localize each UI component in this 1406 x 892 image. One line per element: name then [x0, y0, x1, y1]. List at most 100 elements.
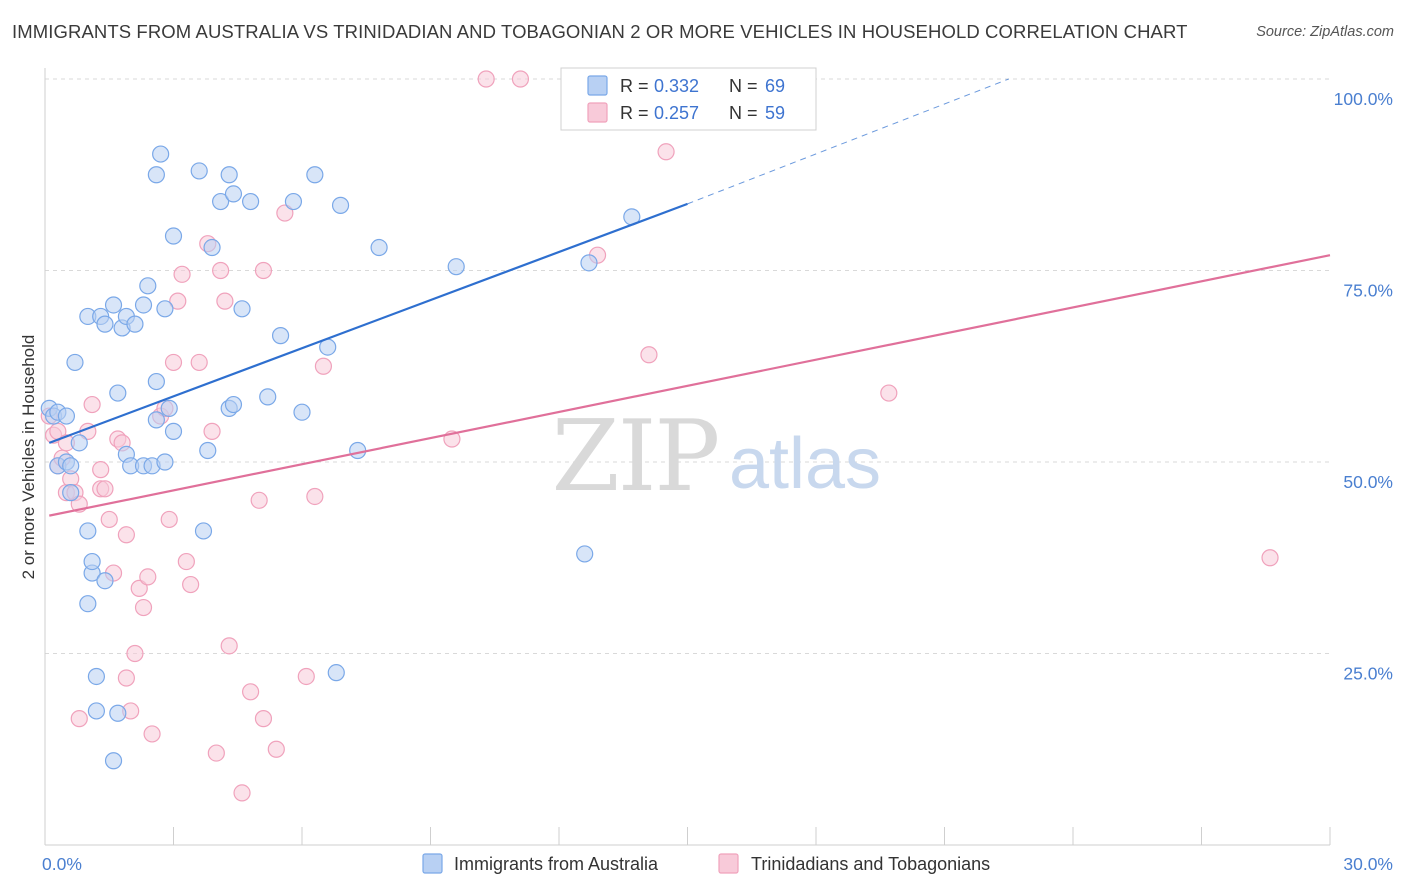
data-point-australia — [306, 166, 324, 184]
data-point-australia — [134, 296, 153, 314]
data-point-australia — [233, 300, 251, 318]
data-point-trinidad — [70, 710, 88, 728]
data-point-australia — [164, 227, 183, 245]
data-point-australia — [147, 372, 165, 391]
data-point-australia — [327, 664, 345, 682]
data-point-australia — [164, 422, 183, 440]
data-point-australia — [331, 196, 350, 214]
data-point-australia — [242, 192, 260, 211]
data-point-australia — [447, 258, 465, 276]
data-point-australia — [83, 552, 101, 571]
data-point-trinidad — [100, 510, 118, 529]
data-point-trinidad — [203, 422, 221, 440]
trend-line-australia — [48, 202, 688, 444]
data-point-australia — [271, 327, 290, 345]
watermark-atlas: atlas — [729, 424, 881, 504]
data-point-australia — [62, 484, 80, 502]
data-point-australia — [147, 166, 165, 184]
data-point-australia — [96, 315, 114, 333]
stats-n-label-australia: N = — [729, 76, 758, 96]
data-point-trinidad — [477, 70, 495, 88]
source-credit: Source: ZipAtlas.com — [1256, 24, 1394, 40]
trend-line-australia-extension — [687, 78, 1009, 205]
watermark-zip: ZIP — [552, 400, 719, 514]
data-point-australia — [79, 522, 97, 540]
stats-n-value-trinidad: 59 — [765, 103, 785, 123]
data-point-trinidad — [190, 353, 208, 372]
data-point-trinidad — [117, 526, 135, 544]
data-point-australia — [87, 667, 106, 686]
data-point-australia — [139, 277, 157, 295]
series-australia-points — [40, 145, 641, 770]
data-point-australia — [194, 522, 213, 540]
data-point-trinidad — [169, 292, 187, 310]
data-point-australia — [70, 434, 88, 452]
data-point-australia — [156, 453, 174, 471]
data-point-trinidad — [173, 265, 191, 283]
data-point-trinidad — [117, 669, 135, 687]
data-point-trinidad — [657, 143, 675, 161]
data-point-australia — [156, 300, 174, 318]
y-tick-label: 100.0% — [1334, 89, 1393, 109]
data-point-australia — [220, 166, 238, 184]
data-point-australia — [199, 441, 217, 460]
data-point-australia — [152, 145, 170, 163]
data-point-trinidad — [242, 683, 260, 701]
y-tick-label: 75.0% — [1343, 281, 1393, 301]
data-point-trinidad — [134, 598, 153, 617]
data-point-australia — [147, 411, 165, 429]
data-point-trinidad — [511, 70, 530, 88]
data-point-trinidad — [92, 461, 110, 479]
data-point-trinidad — [212, 261, 230, 280]
data-point-trinidad — [177, 552, 195, 571]
watermark: ZIP atlas — [552, 400, 881, 514]
stats-r-label-australia: R = — [620, 76, 649, 96]
data-point-australia — [79, 595, 97, 613]
data-point-australia — [580, 254, 598, 272]
data-point-trinidad — [160, 510, 178, 529]
data-point-australia — [96, 572, 114, 590]
data-point-trinidad — [182, 575, 200, 594]
stats-r-label-trinidad: R = — [620, 103, 649, 123]
legend-label-trinidad: Trinidadians and Tobagonians — [751, 854, 990, 874]
data-point-trinidad — [267, 740, 285, 758]
data-point-trinidad — [254, 261, 273, 280]
series-legend: Immigrants from Australia Trinidadians a… — [422, 853, 990, 874]
data-point-australia — [109, 384, 127, 402]
data-point-trinidad — [220, 637, 238, 655]
data-point-trinidad — [164, 353, 183, 372]
data-point-trinidad — [216, 292, 234, 310]
data-point-australia — [259, 388, 277, 406]
data-point-trinidad — [139, 568, 157, 586]
data-point-australia — [370, 238, 388, 257]
data-point-trinidad — [1261, 549, 1279, 567]
data-point-trinidad — [314, 357, 333, 375]
trend-line-trinidad — [49, 254, 1331, 517]
y-tick-labels: 25.0% 50.0% 75.0% 100.0% — [1334, 89, 1393, 684]
data-point-australia — [293, 403, 311, 421]
data-point-trinidad — [254, 710, 273, 728]
data-point-trinidad — [306, 487, 324, 506]
data-point-trinidad — [143, 725, 161, 743]
x-tick-label: 0.0% — [42, 854, 82, 874]
data-point-australia — [284, 192, 303, 211]
legend-swatch-trinidad — [718, 853, 739, 874]
data-point-australia — [203, 238, 221, 257]
gridlines — [45, 78, 1330, 654]
legend-swatch-australia — [422, 853, 443, 874]
data-point-australia — [212, 192, 230, 211]
stats-n-label-trinidad: N = — [729, 103, 758, 123]
x-tick-label: 30.0% — [1343, 854, 1393, 874]
data-point-australia — [57, 407, 76, 425]
data-point-australia — [126, 315, 144, 333]
data-point-australia — [66, 353, 84, 372]
y-tick-label: 50.0% — [1343, 472, 1393, 492]
data-point-australia — [349, 441, 367, 460]
data-point-australia — [109, 704, 127, 722]
stats-r-value-australia: 0.332 — [654, 76, 699, 96]
data-point-trinidad — [207, 744, 225, 762]
data-point-trinidad — [126, 644, 144, 663]
data-point-australia — [87, 702, 106, 720]
data-point-trinidad — [640, 346, 658, 364]
